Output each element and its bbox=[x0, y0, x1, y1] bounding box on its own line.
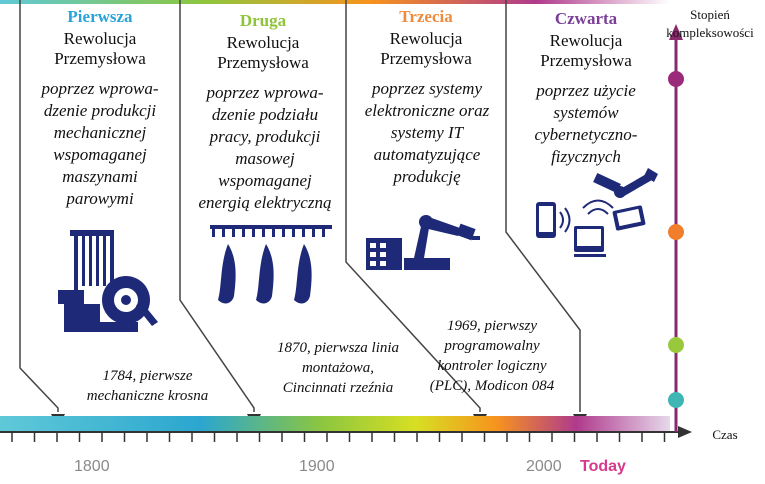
loom-icon bbox=[58, 230, 158, 332]
y-axis-label-line: Stopień bbox=[690, 7, 730, 22]
rev2-desc-line: dzenie podziału bbox=[211, 105, 319, 124]
rev3-event-line: kontroler logiczny bbox=[437, 358, 547, 374]
rev4-line2: Przemysłowa bbox=[540, 51, 632, 70]
rev1-line1: Rewolucja bbox=[63, 29, 137, 48]
rev1-desc-line: wspomaganej bbox=[53, 145, 147, 164]
rev4-desc-line: systemów bbox=[553, 103, 619, 122]
rev3-line2: Przemysłowa bbox=[380, 49, 472, 68]
rev1-event-line: 1784, pierwsze bbox=[102, 368, 193, 384]
timeline-band bbox=[0, 416, 670, 432]
y-axis-label-line: kompleksowości bbox=[666, 25, 754, 40]
rev3-desc-line: systemy IT bbox=[390, 123, 464, 142]
rev3-line1: Rewolucja bbox=[389, 29, 463, 48]
rev4-desc-line: poprzez użycie bbox=[536, 81, 636, 100]
complexity-level-3 bbox=[668, 224, 684, 240]
rev2-desc-line: energią elektryczną bbox=[198, 193, 332, 212]
complexity-level-1 bbox=[668, 392, 684, 408]
rev3-desc-line: produkcję bbox=[393, 167, 461, 186]
rev4-line1: Rewolucja bbox=[549, 31, 623, 50]
rev4-title: Czwarta bbox=[554, 9, 618, 28]
x-axis-ticks bbox=[11, 432, 666, 442]
rev1-line2: Przemysłowa bbox=[54, 49, 146, 68]
x-axis-label: Czas bbox=[712, 427, 738, 442]
panel-3-frame bbox=[345, 0, 481, 412]
year-label-1900: 1900 bbox=[299, 458, 335, 475]
panel-1-frame bbox=[19, 0, 59, 412]
rev4-desc: poprzez użycie systemów cybernetyczno- f… bbox=[506, 80, 666, 168]
robot-arm-icon bbox=[366, 215, 480, 270]
today-label: Today bbox=[580, 458, 626, 475]
rev2-title: Druga bbox=[239, 11, 287, 30]
y-axis-arrow bbox=[669, 24, 683, 40]
complexity-level-4 bbox=[668, 71, 684, 87]
rev2-line1: Rewolucja bbox=[226, 33, 300, 52]
year-label-2000: 2000 bbox=[526, 458, 562, 475]
rev3-desc-line: elektroniczne oraz bbox=[364, 101, 490, 120]
rev3-title: Trzecia bbox=[399, 7, 453, 26]
rev2-desc-line: poprzez wprowa- bbox=[206, 83, 324, 102]
rev2-event-line: 1870, pierwsza linia bbox=[276, 340, 400, 356]
panel-2-frame bbox=[179, 0, 255, 412]
rev1-title: Pierwsza bbox=[67, 7, 133, 26]
rev2-line2: Przemysłowa bbox=[217, 53, 309, 72]
rev1-desc-line: parowymi bbox=[66, 189, 134, 208]
rev2-event-line: montażowa, bbox=[301, 360, 375, 376]
rev1-desc-line: poprzez wprowa- bbox=[41, 79, 159, 98]
rev3-event-line: 1969, pierwszy bbox=[447, 318, 537, 334]
rev2-desc-line: wspomaganej bbox=[218, 171, 312, 190]
year-label-1800: 1800 bbox=[74, 458, 110, 475]
rev2-event: 1870, pierwsza linia montażowa, Cincinna… bbox=[248, 338, 428, 398]
rev1-desc-line: maszynami bbox=[62, 167, 138, 186]
rev3-event-line: (PLC), Modicon 084 bbox=[429, 378, 555, 394]
top-color-strip bbox=[0, 0, 670, 4]
rev4-desc-line: cybernetyczno- bbox=[534, 125, 638, 144]
rev1-event-line: mechaniczne krosna bbox=[86, 388, 209, 404]
rev4-desc-line: fizycznych bbox=[551, 147, 621, 166]
rev3-desc-line: automatyzujące bbox=[373, 145, 481, 164]
rev2-desc-line: pracy, produkcji bbox=[209, 127, 321, 146]
cyber-physical-icon bbox=[536, 168, 658, 257]
rev2-desc: poprzez wprowa- dzenie podziału pracy, p… bbox=[180, 82, 350, 214]
complexity-level-2 bbox=[668, 337, 684, 353]
rev3-event: 1969, pierwszy programowalny kontroler l… bbox=[412, 316, 572, 396]
rev1-desc-line: mechanicznej bbox=[53, 123, 147, 142]
rev3-desc: poprzez systemy elektroniczne oraz syste… bbox=[346, 78, 508, 188]
rev1-event: 1784, pierwsze mechaniczne krosna bbox=[55, 366, 240, 406]
rev3-event-line: programowalny bbox=[444, 338, 540, 354]
panel-4-frame bbox=[505, 0, 581, 412]
y-axis-label: Stopień kompleksowości bbox=[660, 6, 760, 42]
assembly-line-icon bbox=[210, 225, 332, 304]
rev2-desc-line: masowej bbox=[235, 149, 295, 168]
rev1-desc-line: dzenie produkcji bbox=[43, 101, 157, 120]
rev3-desc-line: poprzez systemy bbox=[371, 79, 482, 98]
rev1-desc: poprzez wprowa- dzenie produkcji mechani… bbox=[20, 78, 180, 210]
x-axis-arrow bbox=[678, 426, 692, 438]
rev2-event-line: Cincinnati rzeźnia bbox=[282, 380, 394, 396]
